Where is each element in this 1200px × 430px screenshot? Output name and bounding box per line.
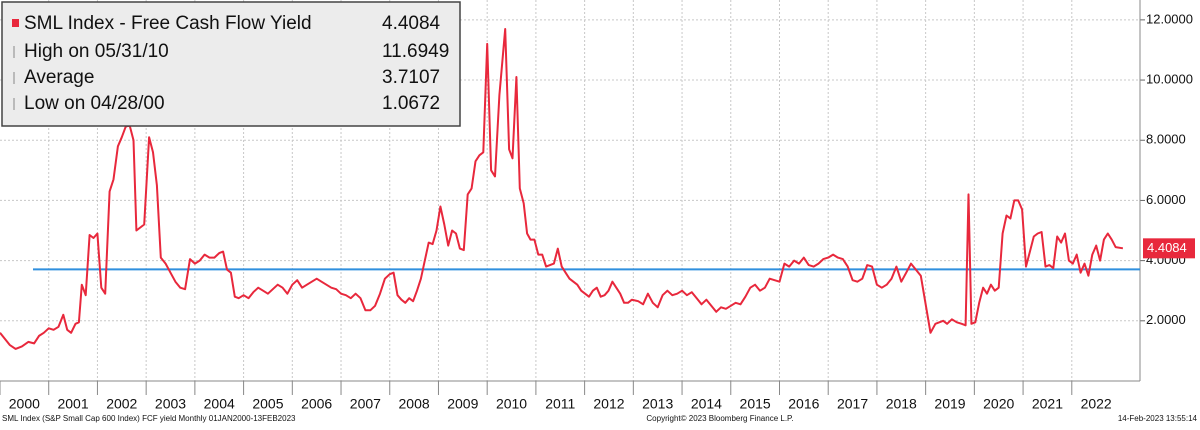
x-tick-label: 2006 bbox=[301, 396, 332, 412]
x-tick-label: 2007 bbox=[350, 396, 381, 412]
last-value-box bbox=[1143, 238, 1195, 259]
y-tick-label: 10.0000 bbox=[1146, 71, 1193, 86]
footer-right: 14-Feb-2023 13:55:14 bbox=[1118, 414, 1198, 423]
legend-box bbox=[1, 1, 461, 127]
footer-center: Copyright© 2023 Bloomberg Finance L.P. bbox=[646, 414, 793, 423]
legend-stat-label: Average bbox=[24, 67, 94, 88]
x-tick-label: 2011 bbox=[545, 396, 575, 412]
legend-marker bbox=[12, 19, 19, 27]
x-tick-label: 2017 bbox=[837, 396, 868, 412]
x-tick-label: 2009 bbox=[447, 396, 478, 412]
y-tick-label: 2.0000 bbox=[1146, 312, 1186, 327]
legend-stat-value: 1.0672 bbox=[382, 93, 440, 114]
legend-stat-value: 3.7107 bbox=[382, 67, 440, 88]
x-tick-label: 2008 bbox=[399, 396, 430, 412]
x-tick-label: 2012 bbox=[593, 396, 624, 412]
footer-left: SML Index (S&P Small Cap 600 Index) FCF … bbox=[2, 414, 296, 423]
x-tick-label: 2002 bbox=[106, 396, 137, 412]
x-tick-label: 2021 bbox=[1032, 396, 1063, 412]
x-tick-label: 2000 bbox=[9, 396, 40, 412]
x-tick-label: 2019 bbox=[934, 396, 965, 412]
x-tick-label: 2022 bbox=[1081, 396, 1112, 412]
y-tick-label: 6.0000 bbox=[1146, 192, 1186, 207]
x-tick-label: 2020 bbox=[983, 396, 1014, 412]
series-line bbox=[0, 28, 1124, 350]
x-tick-label: 2018 bbox=[886, 396, 917, 412]
x-tick-label: 2005 bbox=[252, 396, 283, 412]
legend-stat-value: 11.6949 bbox=[382, 41, 449, 62]
x-tick-label: 2004 bbox=[204, 396, 235, 412]
legend-stat-label: High on 05/31/10 bbox=[24, 41, 169, 62]
x-tick-label: 2016 bbox=[788, 396, 819, 412]
y-tick-label: 8.0000 bbox=[1146, 132, 1186, 147]
y-tick-label: 12.0000 bbox=[1146, 11, 1193, 26]
x-tick-label: 2014 bbox=[691, 396, 722, 412]
x-tick-label: 2013 bbox=[642, 396, 673, 412]
last-value-label: 4.4084 bbox=[1147, 240, 1187, 255]
x-tick-label: 2015 bbox=[740, 396, 771, 412]
x-tick-label: 2003 bbox=[155, 396, 186, 412]
legend-label: SML Index - Free Cash Flow Yield bbox=[24, 13, 312, 34]
x-tick-label: 2010 bbox=[496, 396, 527, 412]
legend-stat-label: Low on 04/28/00 bbox=[24, 93, 165, 114]
legend-value: 4.4084 bbox=[382, 13, 441, 34]
x-tick-label: 2001 bbox=[57, 396, 88, 412]
